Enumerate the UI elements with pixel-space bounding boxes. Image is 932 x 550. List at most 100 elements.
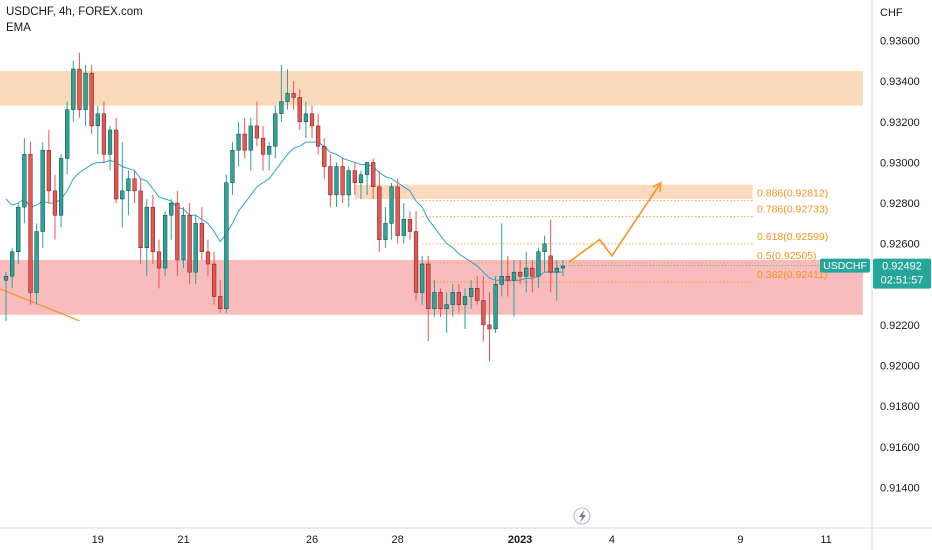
candle-body[interactable]: [144, 206, 149, 248]
candle-body[interactable]: [530, 267, 535, 277]
candle-body[interactable]: [524, 267, 529, 277]
candle-body[interactable]: [224, 182, 229, 309]
candle-body[interactable]: [352, 170, 357, 183]
candle-body[interactable]: [487, 324, 492, 330]
candle-body[interactable]: [316, 125, 321, 147]
candle-body[interactable]: [126, 178, 131, 192]
candle-body[interactable]: [322, 146, 327, 167]
candle-body[interactable]: [77, 68, 82, 110]
candle-body[interactable]: [248, 125, 253, 151]
candle-body[interactable]: [40, 150, 45, 232]
candle-body[interactable]: [218, 296, 223, 309]
candle-body[interactable]: [444, 304, 449, 309]
candle-body[interactable]: [377, 186, 382, 240]
candle-body[interactable]: [101, 113, 107, 155]
candle-body[interactable]: [475, 288, 480, 301]
candle-body[interactable]: [505, 275, 510, 281]
candle-body[interactable]: [426, 263, 431, 309]
candle-body[interactable]: [554, 267, 559, 273]
candle-body[interactable]: [499, 275, 504, 285]
candle-body[interactable]: [28, 154, 33, 293]
symbol-title: USDCHF, 4h, FOREX.com: [6, 6, 143, 18]
candle-body[interactable]: [389, 186, 394, 224]
candle-body[interactable]: [462, 296, 468, 305]
candle-body[interactable]: [205, 251, 211, 265]
candle-body[interactable]: [52, 190, 58, 216]
candle-body[interactable]: [58, 158, 64, 216]
x-tick-label: 26: [306, 534, 318, 546]
candle-body[interactable]: [71, 68, 76, 110]
candle-body[interactable]: [432, 292, 437, 309]
candle-body[interactable]: [46, 150, 51, 192]
candle-body[interactable]: [413, 231, 419, 293]
candle-body[interactable]: [493, 284, 498, 330]
candle-body[interactable]: [383, 223, 388, 240]
candle-body[interactable]: [438, 292, 443, 309]
candle-body[interactable]: [65, 109, 70, 159]
symbol-badge: [820, 258, 870, 273]
x-tick-label: 2023: [508, 534, 532, 546]
candle-body[interactable]: [120, 190, 125, 200]
candle-body[interactable]: [285, 93, 290, 102]
candle-body[interactable]: [303, 113, 308, 123]
candle-body[interactable]: [156, 251, 162, 269]
candle-body[interactable]: [340, 166, 345, 196]
candle-body[interactable]: [309, 113, 315, 127]
candle-body[interactable]: [16, 206, 21, 253]
candle-body[interactable]: [328, 166, 333, 196]
candle-body[interactable]: [89, 72, 94, 127]
candle-body[interactable]: [267, 146, 272, 155]
y-tick-label: 0.91400: [880, 482, 920, 494]
candle-body[interactable]: [199, 223, 204, 253]
candle-body[interactable]: [175, 202, 180, 261]
candle-body[interactable]: [334, 166, 339, 196]
candle-body[interactable]: [371, 162, 376, 188]
candle-body[interactable]: [420, 263, 425, 293]
candle-body[interactable]: [83, 72, 88, 110]
candle-body[interactable]: [517, 271, 523, 277]
candle-body[interactable]: [242, 133, 247, 151]
candle-body[interactable]: [481, 300, 486, 326]
candle-body[interactable]: [297, 97, 302, 123]
candle-body[interactable]: [456, 292, 461, 305]
candle-body[interactable]: [469, 288, 474, 297]
candle-body[interactable]: [401, 219, 406, 236]
candle-body[interactable]: [169, 202, 174, 216]
candle-body[interactable]: [254, 125, 260, 139]
candle-body[interactable]: [236, 133, 241, 151]
candle-body[interactable]: [181, 215, 186, 261]
candle-body[interactable]: [138, 190, 143, 248]
candle-body[interactable]: [211, 263, 217, 297]
candle-body[interactable]: [560, 265, 566, 269]
candle-body[interactable]: [10, 251, 15, 277]
projection-path[interactable]: [568, 182, 662, 263]
candle-body[interactable]: [291, 93, 296, 98]
candle-body[interactable]: [3, 275, 9, 281]
candle-body[interactable]: [230, 150, 235, 183]
candle-body[interactable]: [279, 101, 284, 114]
candle-body[interactable]: [163, 215, 168, 269]
candle-body[interactable]: [542, 243, 547, 253]
candle-body[interactable]: [260, 137, 266, 155]
candle-body[interactable]: [107, 129, 113, 155]
candle-body[interactable]: [132, 178, 137, 192]
candle-body[interactable]: [536, 251, 541, 277]
candle-body[interactable]: [114, 129, 119, 200]
candle-body[interactable]: [358, 174, 364, 183]
candle-body[interactable]: [548, 255, 553, 273]
candle-body[interactable]: [273, 113, 278, 147]
candle-body[interactable]: [450, 292, 455, 305]
candle-body[interactable]: [187, 215, 192, 273]
y-tick-label: 0.93400: [880, 76, 920, 88]
candle-body[interactable]: [511, 271, 517, 281]
candle-body[interactable]: [364, 162, 370, 175]
candle-body[interactable]: [395, 186, 400, 236]
candle-body[interactable]: [34, 231, 39, 293]
candle-body[interactable]: [150, 206, 155, 253]
candle-body[interactable]: [346, 170, 351, 196]
candle-body[interactable]: [193, 223, 198, 273]
candle-body[interactable]: [95, 113, 100, 127]
candle-body[interactable]: [22, 154, 27, 208]
candle-body[interactable]: [407, 219, 413, 232]
